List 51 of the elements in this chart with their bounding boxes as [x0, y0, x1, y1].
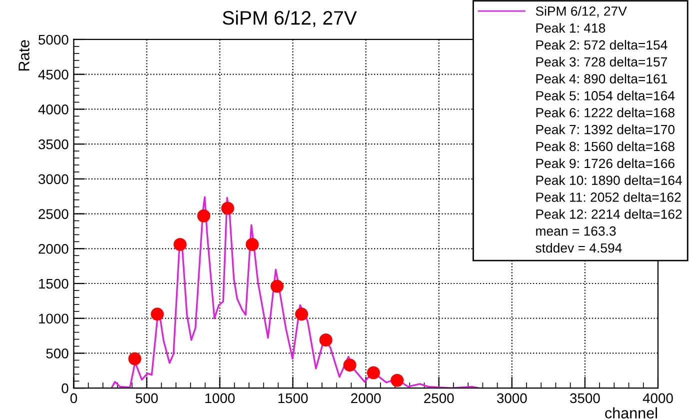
y-tick-label: 1000 [39, 314, 68, 324]
y-tick-label: 0 [62, 383, 68, 394]
x-tick-label: 3500 [570, 393, 600, 404]
annotation: Peak 12: 2214 delta=162 [536, 209, 682, 219]
annotation: Peak 6: 1222 delta=168 [536, 108, 674, 118]
point [390, 374, 404, 387]
y-tick-label: 2500 [38, 209, 68, 219]
chart-title: SiPM 6/12, 27V [222, 10, 357, 28]
point [128, 352, 142, 366]
annotation: Peak 2: 572 delta=154 [536, 40, 668, 50]
x-tick-label: 3000 [497, 393, 527, 404]
legend-label: SiPM 6/12, 27V [536, 6, 627, 18]
annotation: Peak 3: 728 delta=157 [536, 56, 668, 67]
y-tick-label: 1500 [39, 278, 68, 289]
annotation: stddev = 4.594 [536, 242, 622, 253]
y-tick-label: 500 [46, 348, 68, 358]
x-tick-label: 4000 [642, 393, 673, 404]
point [221, 202, 234, 215]
text: Peak 1: 418 [536, 23, 606, 33]
y-tick-label: 3500 [38, 139, 68, 150]
x-tick-label: 2500 [424, 393, 454, 404]
annotation: Peak 10: 1890 delta=164 [536, 175, 682, 185]
point [366, 366, 380, 380]
x-tick-label: 0 [70, 393, 78, 404]
x-tick-label: 1500 [278, 393, 308, 404]
y-tick-label: 3000 [38, 174, 68, 184]
y-tick-label: 4000 [38, 104, 68, 114]
annotation: Peak 9: 1726 delta=166 [536, 158, 674, 168]
annotation: Peak 4: 890 delta=161 [536, 74, 668, 84]
annotation: Peak 8: 1560 delta=168 [536, 141, 674, 152]
annotation: Peak 11: 2052 delta=162 [536, 192, 681, 202]
y-axis-title: Rate [18, 40, 30, 70]
y-tick-label: 4500 [38, 70, 68, 80]
x-tick-label: 500 [136, 393, 158, 404]
point [174, 238, 187, 251]
point [295, 308, 308, 321]
point [319, 333, 332, 346]
annotation: Peak 5: 1054 delta=164 [536, 90, 675, 100]
y-tick-label: 2000 [38, 244, 68, 254]
y-tick-label: 5000 [38, 34, 68, 45]
x-axis-title: channel [605, 407, 657, 418]
point [246, 238, 259, 251]
annotation: mean = 163.3 [536, 226, 616, 236]
point [270, 280, 284, 293]
x-tick-label: 2000 [351, 393, 381, 404]
point [150, 308, 164, 321]
x-tick-label: 1000 [205, 393, 235, 404]
line-series [110, 196, 480, 388]
point [343, 358, 356, 372]
point [197, 209, 210, 222]
annotation: Peak 7: 1392 delta=170 [536, 124, 674, 134]
